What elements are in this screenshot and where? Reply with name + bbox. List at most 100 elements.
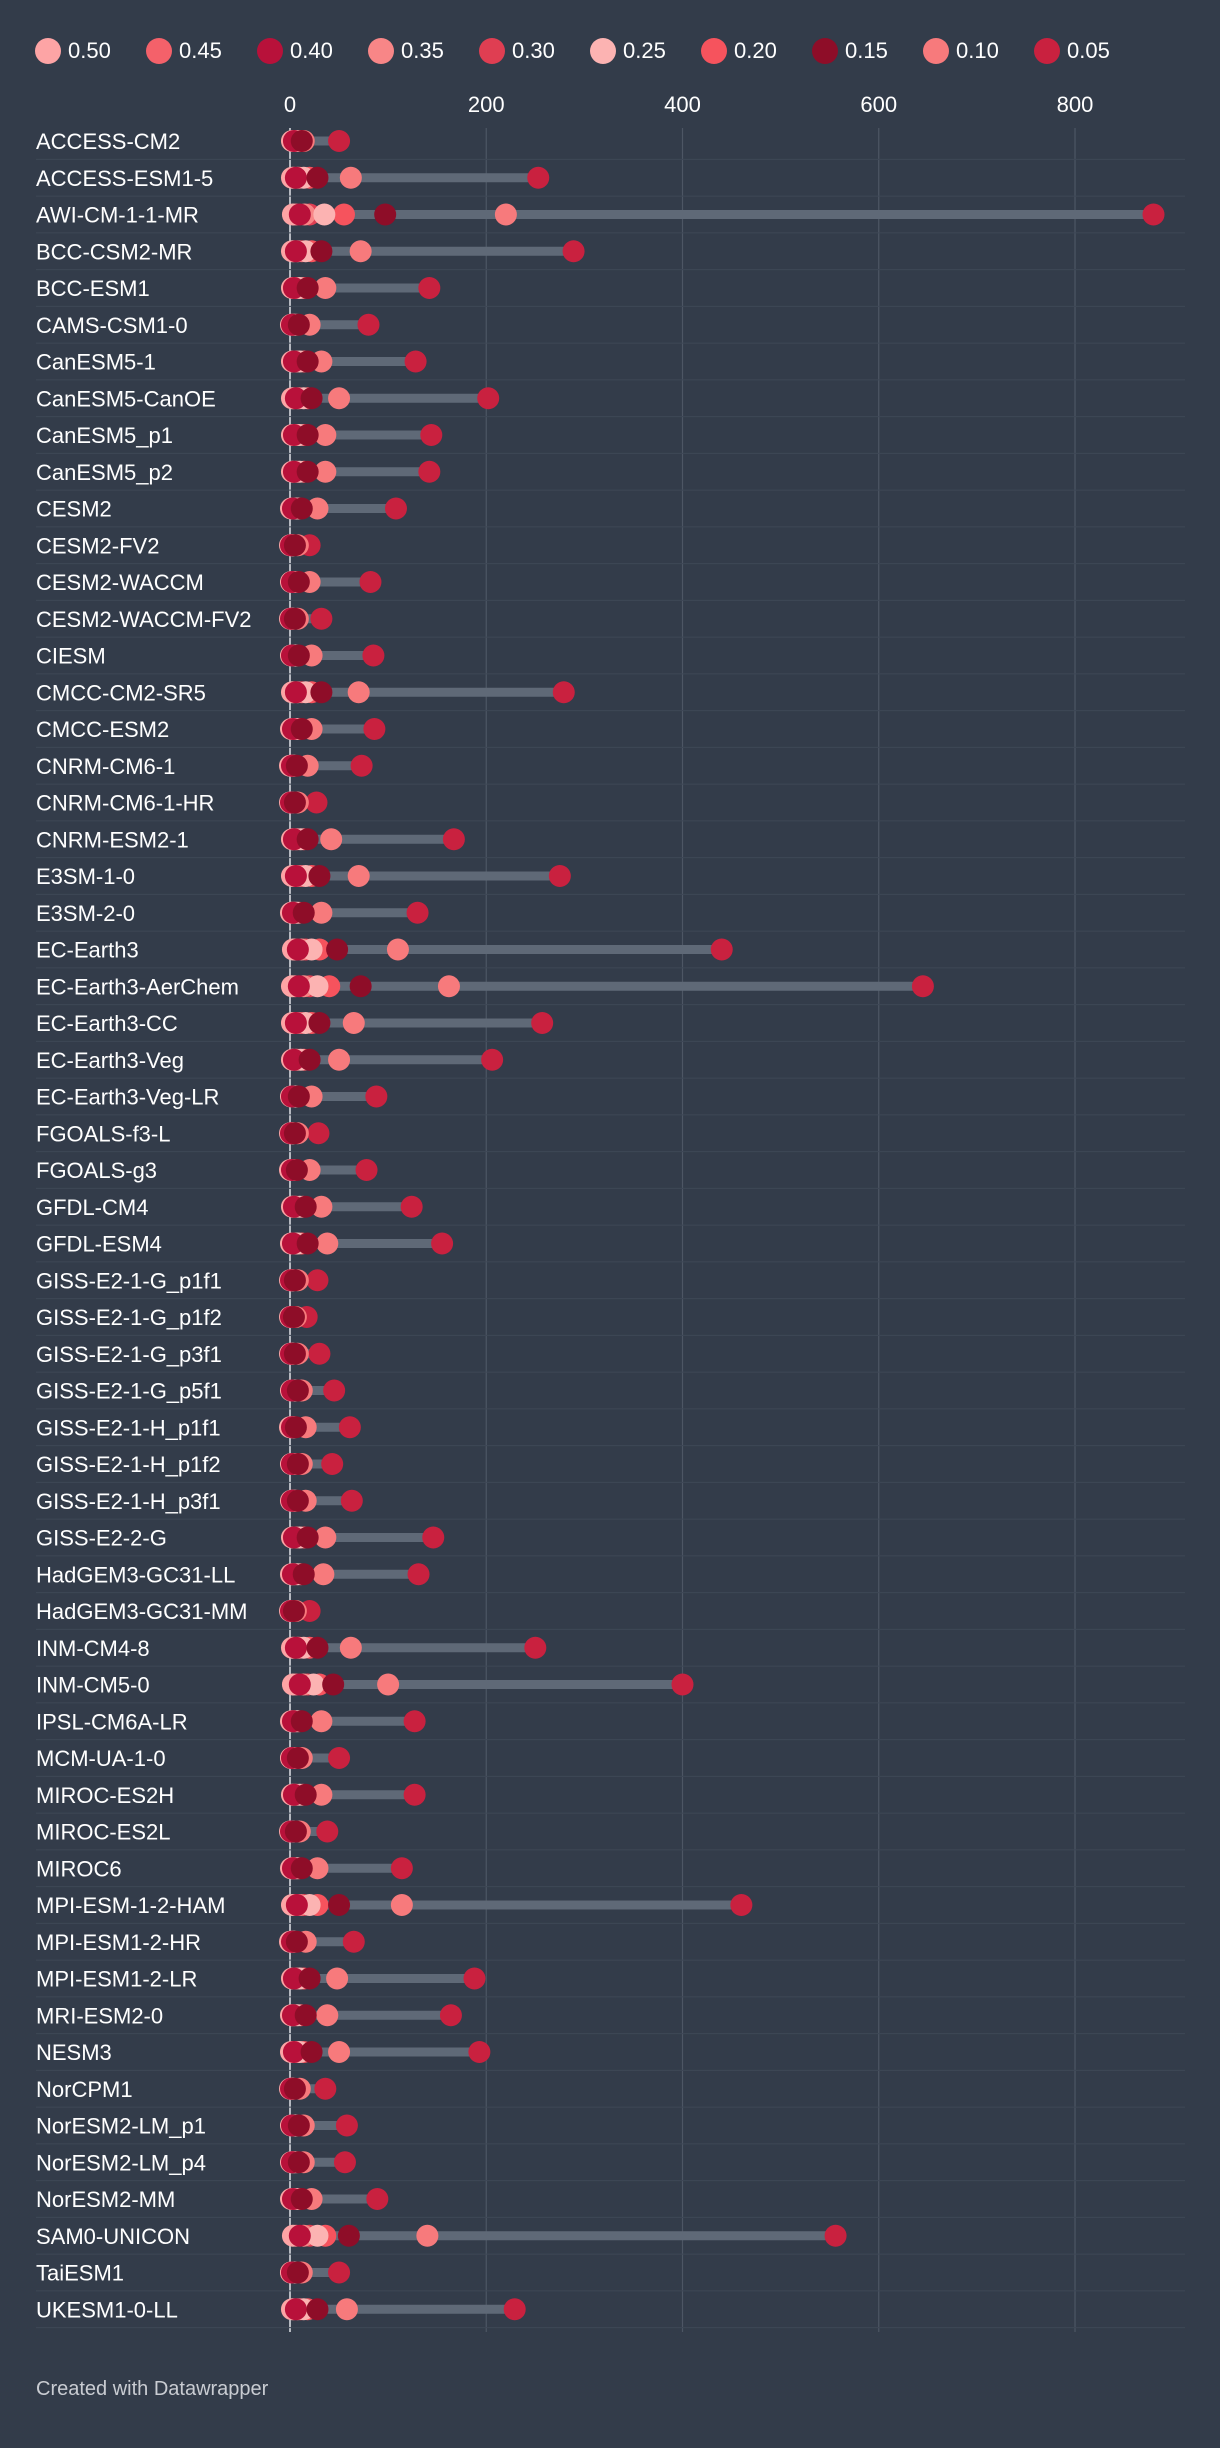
dot-q005	[403, 1783, 426, 1806]
model-label: MPI-ESM1-2-LR	[36, 1967, 197, 1992]
row-GFDL-CM4: GFDL-CM4	[36, 1195, 1185, 1226]
dot-q005	[328, 1747, 351, 1769]
dot-q015	[294, 1195, 317, 1218]
model-label: CESM2-FV2	[36, 533, 159, 558]
row-CanESM5-CanOE: CanESM5-CanOE	[36, 386, 1185, 418]
row-CIESM: CIESM	[36, 644, 1185, 675]
row-CESM2-FV2: CESM2-FV2	[36, 533, 1185, 565]
dot-q005	[420, 424, 443, 446]
row-FGOALS-g3: FGOALS-g3	[36, 1158, 1185, 1189]
dot-q040	[284, 166, 307, 189]
dot-q015	[306, 2298, 329, 2321]
dot-q015	[286, 1453, 309, 1475]
legend-marker-3	[368, 38, 394, 64]
model-label: GFDL-ESM4	[36, 1232, 162, 1257]
dot-q005	[468, 2041, 491, 2063]
model-label: CanESM5-1	[36, 350, 156, 375]
dot-q015	[286, 1747, 309, 1769]
dot-q015	[283, 1122, 306, 1145]
row-IPSL-CM6A-LR: IPSL-CM6A-LR	[36, 1709, 1185, 1741]
dot-q015	[286, 2261, 309, 2284]
dot-q015	[308, 1012, 331, 1034]
model-rows: ACCESS-CM2 ACCESS-ESM1-5 AWI-CM-1-1-MR BCC-…	[36, 129, 1185, 2329]
dot-q025	[306, 2224, 329, 2247]
dot-q005	[477, 387, 500, 410]
dot-q005	[431, 1232, 454, 1255]
dot-q005	[365, 1085, 388, 1108]
row-CNRM-CM6-1-HR: CNRM-CM6-1-HR	[36, 791, 1185, 822]
dot-q015	[374, 203, 397, 226]
dot-q005	[350, 754, 373, 777]
legend-label-1: 0.45	[179, 38, 222, 63]
dot-q005	[323, 1379, 346, 1402]
legend-label-2: 0.40	[290, 38, 333, 63]
dot-q005	[404, 350, 427, 373]
dot-q005	[321, 1453, 344, 1475]
legend-label-3: 0.35	[401, 38, 444, 63]
model-label: MIROC-ES2H	[36, 1783, 174, 1808]
dot-q040	[288, 1673, 311, 1696]
legend-marker-6	[701, 38, 727, 64]
dot-q015	[283, 534, 306, 557]
legend-marker-5	[590, 38, 616, 64]
dot-q015	[283, 791, 306, 814]
dot-q020	[332, 203, 355, 226]
row-INM-CM5-0: INM-CM5-0	[36, 1673, 1185, 1704]
dot-q005	[1142, 203, 1165, 226]
dot-q010	[416, 2224, 439, 2247]
model-label: CIESM	[36, 644, 106, 669]
dot-q005	[406, 901, 429, 924]
dot-q015	[286, 1379, 309, 1402]
dot-q015	[287, 313, 310, 336]
dot-q015	[285, 1159, 308, 1181]
model-label: INM-CM5-0	[36, 1673, 150, 1698]
dot-q015	[290, 497, 313, 520]
dot-q015	[296, 1232, 319, 1255]
dot-q005	[439, 2004, 462, 2027]
tick-label-400: 400	[664, 92, 701, 117]
dot-q010	[310, 901, 333, 924]
tick-label-800: 800	[1057, 92, 1094, 117]
model-label: CanESM5-CanOE	[36, 386, 216, 411]
dot-q015	[296, 350, 319, 373]
dot-q005	[357, 313, 380, 336]
dot-q015	[287, 2151, 310, 2174]
dot-q005	[552, 681, 575, 704]
model-label: CESM2-WACCM-FV2	[36, 607, 252, 632]
row-EC-Earth3: EC-Earth3	[36, 938, 1185, 969]
model-label: CESM2	[36, 497, 112, 522]
dot-q015	[296, 828, 319, 851]
tick-label-600: 600	[860, 92, 897, 117]
row-CanESM5_p2: CanESM5_p2	[36, 460, 1185, 491]
model-label: HadGEM3-GC31-LL	[36, 1562, 235, 1587]
legend-label-5: 0.25	[623, 38, 666, 63]
legend-marker-9	[1034, 38, 1060, 64]
model-label: SAM0-UNICON	[36, 2224, 190, 2249]
dot-q040	[284, 387, 307, 410]
row-GISS-E2-1-H_p3f1: GISS-E2-1-H_p3f1	[36, 1489, 1185, 1520]
dot-q010	[328, 387, 351, 410]
dot-q010	[314, 424, 337, 446]
dot-q015	[292, 1563, 315, 1586]
model-label: NESM3	[36, 2040, 112, 2065]
dot-q025	[313, 203, 336, 226]
dot-q040	[288, 203, 311, 226]
row-EC-Earth3-Veg: EC-Earth3-Veg	[36, 1048, 1185, 1079]
row-GISS-E2-1-G_p1f1: GISS-E2-1-G_p1f1	[36, 1268, 1185, 1300]
row-MIROC6: MIROC6	[36, 1856, 1185, 1888]
dot-q015	[283, 1342, 306, 1365]
dot-q005	[730, 1894, 753, 1916]
dot-q010	[314, 460, 337, 483]
dot-q005	[671, 1673, 694, 1696]
model-label: GISS-E2-1-G_p3f1	[36, 1342, 222, 1367]
row-CESM2-WACCM: CESM2-WACCM	[36, 570, 1185, 601]
row-NorESM2-LM_p4: NorESM2-LM_p4	[36, 2150, 1185, 2182]
dot-q015	[310, 681, 333, 704]
dot-q015	[284, 1416, 307, 1439]
row-EC-Earth3-Veg-LR: EC-Earth3-Veg-LR	[36, 1085, 1185, 1116]
row-TaiESM1: TaiESM1	[36, 2261, 1185, 2292]
dot-q015	[287, 571, 310, 593]
model-label: BCC-ESM1	[36, 276, 150, 301]
dot-q015	[294, 2004, 317, 2027]
